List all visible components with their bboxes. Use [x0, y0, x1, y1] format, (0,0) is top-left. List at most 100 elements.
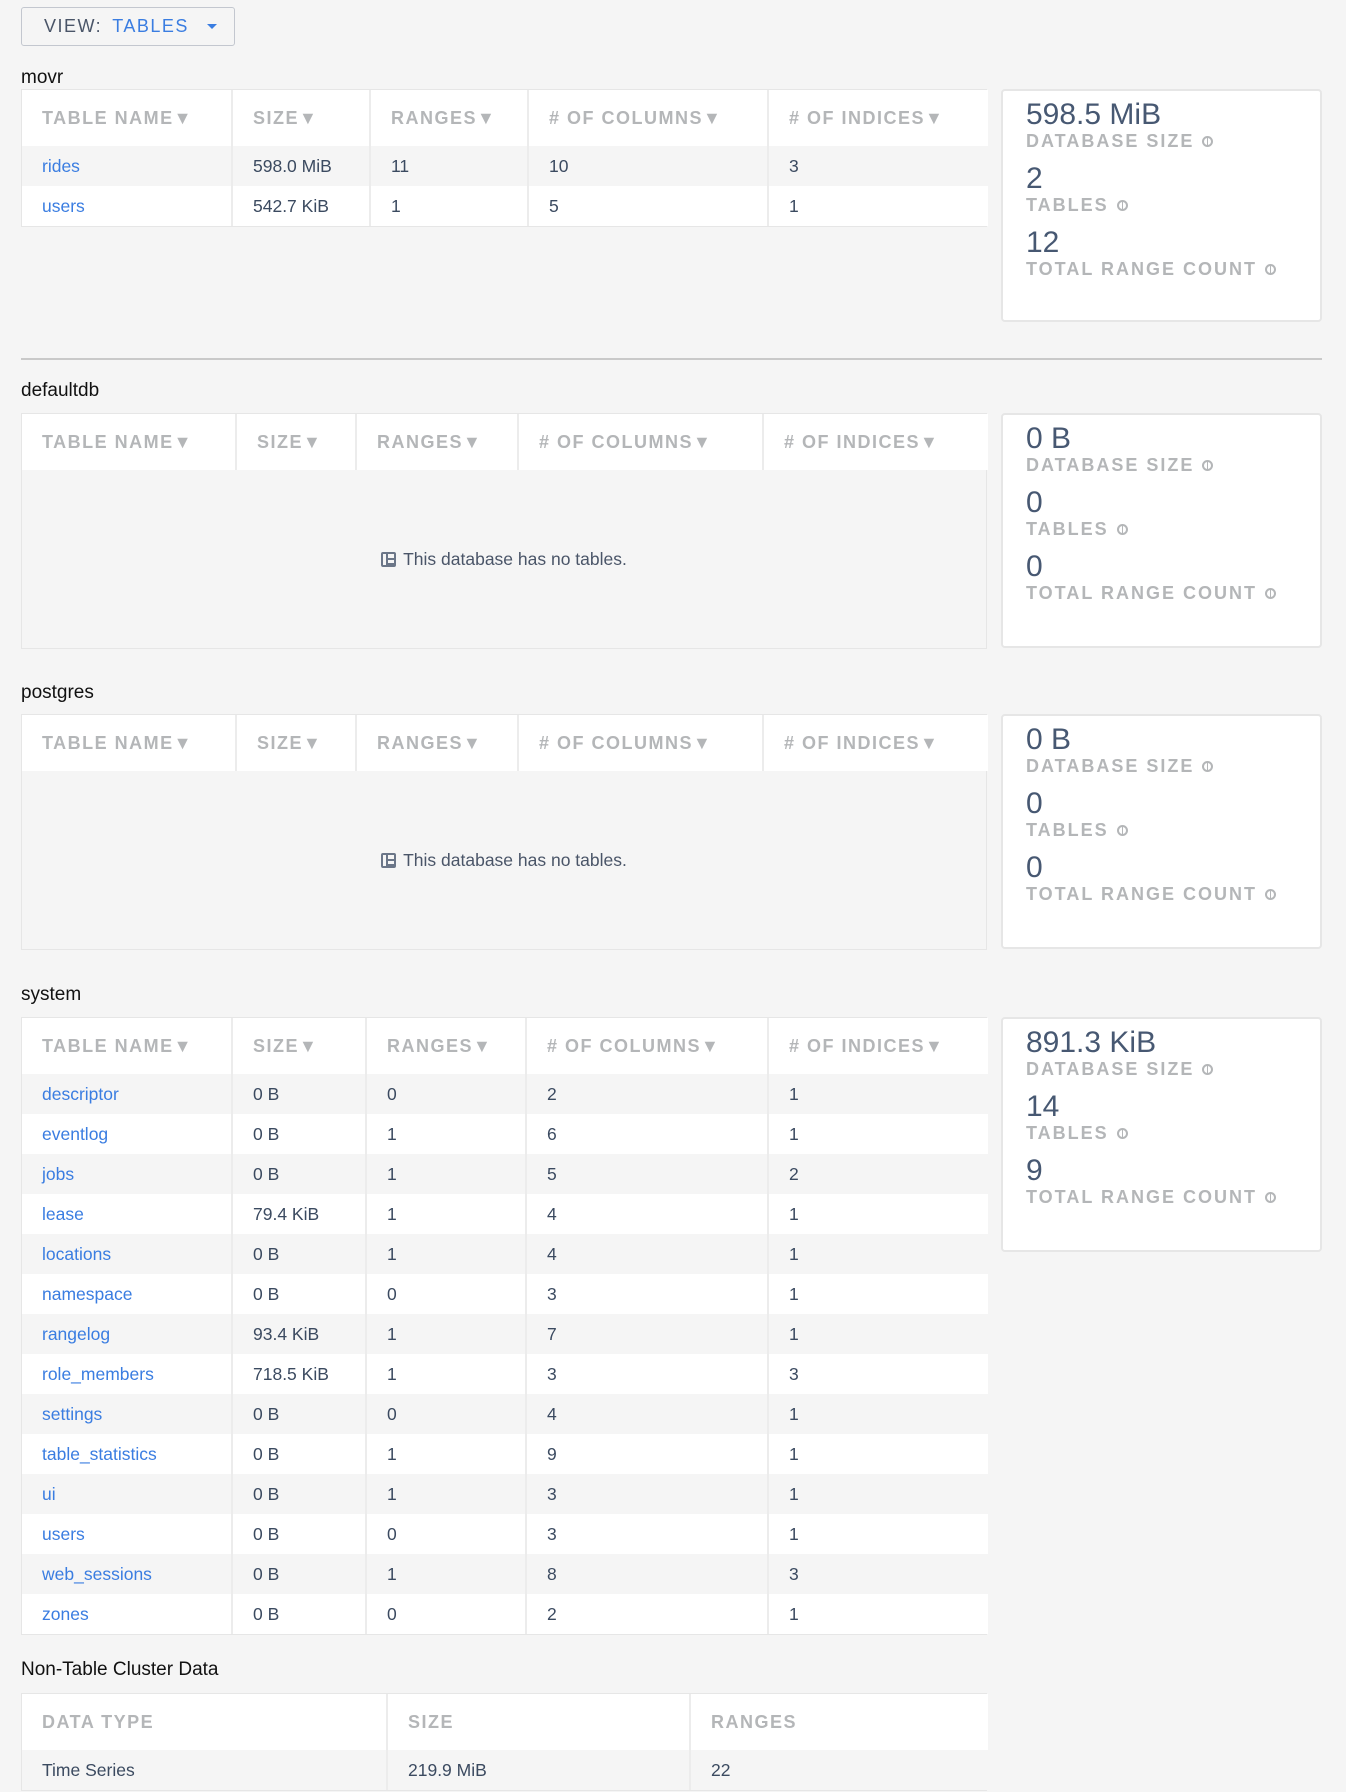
- column-header-table-name[interactable]: TABLE NAME▼: [22, 90, 233, 146]
- column-header-ranges[interactable]: RANGES▼: [366, 1018, 527, 1074]
- info-icon[interactable]: [1202, 459, 1214, 471]
- column-header-size[interactable]: SIZE▼: [232, 1018, 367, 1074]
- table-link[interactable]: rangelog: [42, 1323, 111, 1344]
- table-link[interactable]: locations: [42, 1243, 112, 1264]
- cell: 93.4 KiB: [232, 1314, 367, 1354]
- column-header-table-name[interactable]: TABLE NAME▼: [22, 715, 237, 771]
- cell: 0 B: [232, 1234, 367, 1274]
- info-icon[interactable]: [1265, 888, 1276, 900]
- stat-ranges: 0 TOTAL RANGE COUNT: [1026, 852, 1320, 904]
- stat-label-text: TOTAL RANGE COUNT: [1026, 259, 1257, 279]
- cell: 3: [526, 1274, 769, 1314]
- view-value: TABLES: [112, 16, 189, 36]
- table-link[interactable]: descriptor: [42, 1083, 119, 1104]
- stat-label: TABLES: [1026, 519, 1320, 539]
- cell: 0 B: [232, 1074, 367, 1114]
- column-header-columns[interactable]: # OF COLUMNS▼: [526, 1018, 769, 1074]
- column-header-columns[interactable]: # OF COLUMNS▼: [528, 90, 769, 146]
- column-header-ranges[interactable]: RANGES▼: [356, 414, 519, 470]
- cell: 1: [768, 1234, 988, 1274]
- column-header-indices[interactable]: # OF INDICES▼: [768, 1018, 988, 1074]
- cell: 10: [528, 146, 769, 186]
- cell: 3: [526, 1514, 769, 1554]
- column-header-size[interactable]: SIZE▼: [236, 414, 357, 470]
- column-header-columns[interactable]: # OF COLUMNS▼: [518, 715, 764, 771]
- info-icon[interactable]: [1265, 263, 1276, 275]
- cell: 0: [366, 1074, 527, 1114]
- cell: 0 B: [232, 1514, 367, 1554]
- cell: 1: [768, 1314, 988, 1354]
- table-link[interactable]: role_members: [42, 1363, 154, 1384]
- stat-label: TOTAL RANGE COUNT: [1026, 259, 1320, 279]
- cell: 6: [526, 1114, 769, 1154]
- stat-label: DATABASE SIZE: [1026, 455, 1320, 475]
- info-icon[interactable]: [1202, 760, 1214, 772]
- table-link[interactable]: rides: [42, 155, 80, 176]
- column-header-indices[interactable]: # OF INDICES▼: [763, 414, 988, 470]
- table-link[interactable]: namespace: [42, 1283, 133, 1304]
- column-header-indices[interactable]: # OF INDICES▼: [763, 715, 988, 771]
- table-link[interactable]: lease: [42, 1203, 84, 1224]
- cell: 11: [370, 146, 529, 186]
- column-header-table-name[interactable]: TABLE NAME▼: [22, 414, 237, 470]
- table-link[interactable]: jobs: [42, 1163, 75, 1184]
- stat-value: 0: [1026, 787, 1043, 820]
- info-icon[interactable]: [1265, 1191, 1276, 1203]
- cell: 1: [366, 1234, 527, 1274]
- column-header-ranges[interactable]: RANGES▼: [356, 715, 519, 771]
- cell: users: [22, 1514, 233, 1554]
- cell: locations: [22, 1234, 233, 1274]
- tables-table: TABLE NAME▼ SIZE▼ RANGES▼ # OF COLUMNS▼ # OF…: [21, 1017, 988, 1635]
- cell: eventlog: [22, 1114, 233, 1154]
- stat-value: 9: [1026, 1154, 1043, 1187]
- cell: 598.0 MiB: [232, 146, 371, 186]
- cell: 1: [768, 1434, 988, 1474]
- cell: 3: [768, 1354, 988, 1394]
- cell: 1: [768, 1594, 988, 1634]
- column-header: SIZE: [387, 1694, 691, 1750]
- stat-label-text: TOTAL RANGE COUNT: [1026, 1187, 1257, 1207]
- table-link[interactable]: zones: [42, 1603, 89, 1624]
- cell: 5: [528, 186, 769, 226]
- info-icon[interactable]: [1116, 199, 1128, 211]
- table-link[interactable]: users: [42, 195, 85, 216]
- cell: 0 B: [232, 1554, 367, 1594]
- info-icon[interactable]: [1116, 523, 1128, 535]
- stat-value: 0: [1026, 851, 1043, 884]
- column-header-table-name[interactable]: TABLE NAME▼: [22, 1018, 233, 1074]
- table-link[interactable]: web_sessions: [42, 1563, 152, 1584]
- divider: [21, 358, 1322, 360]
- stat-value: 891.3 KiB: [1026, 1026, 1157, 1059]
- table-link[interactable]: ui: [42, 1483, 56, 1504]
- non-table-data-table: DATA TYPE SIZE RANGES Time Series 219.9 MiB 2…: [21, 1693, 988, 1791]
- table-link[interactable]: settings: [42, 1403, 103, 1424]
- table-link[interactable]: eventlog: [42, 1123, 109, 1144]
- column-header-size[interactable]: SIZE▼: [232, 90, 371, 146]
- view-selector-dropdown[interactable]: VIEW: TABLES: [21, 7, 235, 46]
- cell: 0: [366, 1514, 527, 1554]
- cell: 79.4 KiB: [232, 1194, 367, 1234]
- cell: 1: [768, 186, 988, 226]
- info-icon[interactable]: [1116, 1127, 1128, 1139]
- stat-value: 0: [1026, 550, 1043, 583]
- column-header-columns[interactable]: # OF COLUMNS▼: [518, 414, 764, 470]
- table-link[interactable]: table_statistics: [42, 1443, 157, 1464]
- column-header-indices[interactable]: # OF INDICES▼: [768, 90, 988, 146]
- info-icon[interactable]: [1202, 1063, 1214, 1075]
- empty-state: This database has no tables.: [22, 771, 986, 949]
- cell: 4: [526, 1194, 769, 1234]
- stat-tables: 2 TABLES: [1026, 163, 1320, 215]
- info-icon[interactable]: [1116, 824, 1128, 836]
- info-icon[interactable]: [1265, 587, 1276, 599]
- column-header-ranges[interactable]: RANGES▼: [370, 90, 529, 146]
- info-icon[interactable]: [1202, 135, 1214, 147]
- table-link[interactable]: users: [42, 1523, 85, 1544]
- cell: descriptor: [22, 1074, 233, 1114]
- tables-table: TABLE NAME▼ SIZE▼ RANGES▼ # OF COLUMNS▼ # OF…: [21, 413, 988, 649]
- stat-ranges: 0 TOTAL RANGE COUNT: [1026, 551, 1320, 603]
- cell: zones: [22, 1594, 233, 1634]
- column-header-size[interactable]: SIZE▼: [236, 715, 357, 771]
- database-title: system: [21, 984, 82, 1005]
